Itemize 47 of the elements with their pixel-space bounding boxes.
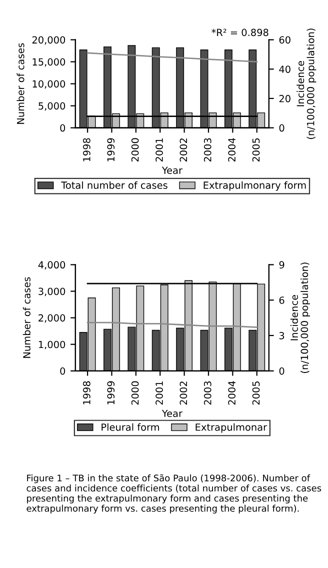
x-tick-label: 1999 bbox=[107, 138, 115, 162]
y-tick-label: 20,000 bbox=[32, 36, 66, 45]
x-tick-label: 1999 bbox=[107, 381, 115, 404]
y-tick-label: 0 bbox=[60, 367, 66, 375]
y2-tick-label: 60 bbox=[279, 36, 290, 44]
y-axis-title: Number of cases bbox=[16, 43, 24, 124]
y-tick-label: 10,000 bbox=[32, 80, 66, 89]
y2-tick-label: 9 bbox=[279, 261, 284, 269]
x-tick-label: 2001 bbox=[156, 138, 163, 162]
y2-tick-label: 0 bbox=[279, 367, 284, 375]
y2-tick-label: 0 bbox=[279, 124, 284, 132]
line-series bbox=[86, 52, 258, 62]
x-tick-label: 2004 bbox=[228, 381, 236, 405]
legend-label: Extrapulmonary form bbox=[204, 181, 306, 191]
y2-axis-title: Incidence (n/100,000 population) bbox=[290, 262, 310, 373]
y2-tick-label: 40 bbox=[279, 66, 290, 73]
x-tick-label: 2000 bbox=[131, 381, 139, 405]
x-tick-label: 2002 bbox=[180, 138, 188, 162]
y-tick-label: 15,000 bbox=[32, 58, 66, 67]
x-tick-label: 2004 bbox=[228, 138, 236, 162]
x-tick-label: 2005 bbox=[252, 138, 260, 162]
y-tick-label: 3,000 bbox=[38, 288, 66, 296]
y-tick-label: 4,000 bbox=[38, 261, 66, 270]
x-axis-title: Year bbox=[162, 166, 182, 174]
legend-label: Total number of cases bbox=[61, 181, 168, 189]
y2-tick-label: 3 bbox=[279, 332, 284, 340]
x-tick-label: 2001 bbox=[156, 382, 163, 405]
x-tick-label: 2000 bbox=[131, 138, 139, 162]
x-tick-label: 2005 bbox=[252, 381, 260, 405]
x-axis-title: Year bbox=[162, 410, 182, 418]
legend-label: Extrapulmonar bbox=[196, 423, 268, 433]
y-tick-label: 0 bbox=[60, 124, 66, 132]
y2-axis-title: Incidence (n/100,000 population) bbox=[296, 28, 316, 139]
text: *R² = 0.898 bbox=[212, 28, 268, 36]
y-tick-label: 1,000 bbox=[38, 340, 66, 350]
legend-label: Pleural form bbox=[102, 423, 159, 431]
y2-tick-label: 6 bbox=[279, 296, 284, 304]
y2-tick-label: 20 bbox=[279, 94, 290, 102]
x-tick-label: 2003 bbox=[204, 381, 212, 405]
caption: Figure 1 – TB in the state of São Paulo (1998-2006). Number of cases and incidence coefficients (total number of cases vs. cases presenting the extrapulmonary form and cases presenting the extrapulmonary form vs. cases presenting the pleural form). bbox=[26, 474, 322, 514]
x-tick-label: 2003 bbox=[204, 138, 212, 162]
y-tick-label: 5,000 bbox=[38, 102, 66, 111]
y-tick-label: 2,000 bbox=[38, 314, 66, 323]
y-axis-title: Number of cases bbox=[22, 277, 30, 358]
x-tick-label: 1998 bbox=[83, 138, 90, 162]
x-tick-label: 2002 bbox=[180, 382, 188, 405]
x-tick-label: 1998 bbox=[83, 381, 90, 404]
